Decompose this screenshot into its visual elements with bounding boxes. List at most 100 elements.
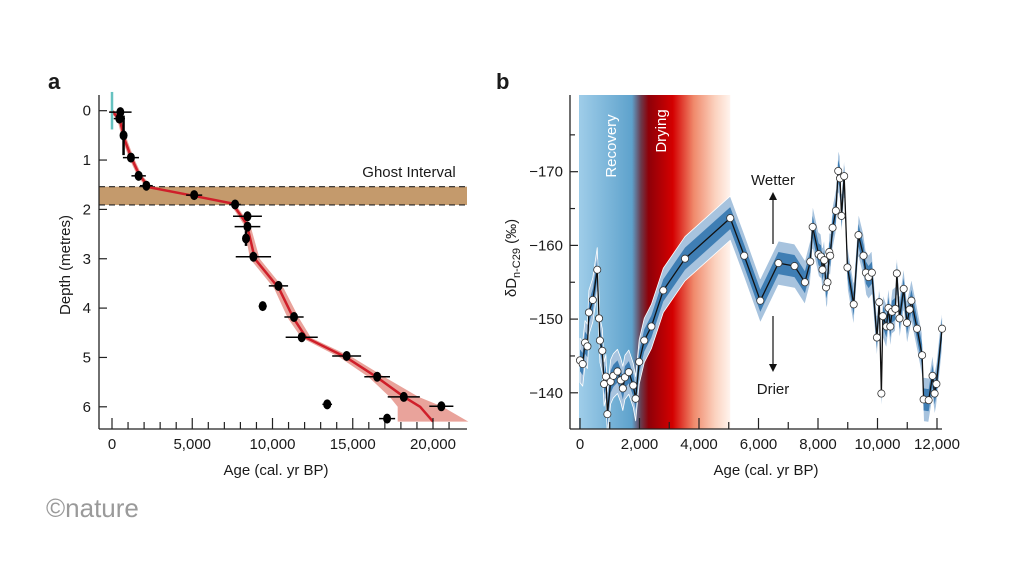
y-tick-label-b: −150 [529, 311, 563, 328]
data-point [886, 322, 895, 331]
dated-sample [242, 231, 251, 246]
data-point [938, 324, 947, 333]
data-point [808, 222, 817, 231]
dated-sample [332, 350, 362, 361]
y-tick-label-b: −170 [529, 164, 563, 181]
y-tick-label-a: 2 [83, 201, 91, 218]
data-point [726, 214, 735, 223]
dated-sample [131, 170, 146, 181]
x-tick-label-b: 6,000 [740, 436, 778, 453]
nature-logo: ©nature [46, 493, 139, 523]
x-tick-label-b: 10,000 [855, 436, 901, 453]
sample-point [243, 221, 252, 232]
sample-point [399, 391, 408, 402]
data-point [878, 312, 887, 321]
sample-point [342, 350, 351, 361]
wetter-label: Wetter [751, 172, 795, 189]
x-tick-label-b: 12,000 [914, 436, 960, 453]
x-tick-label-a: 5,000 [173, 436, 211, 453]
data-point [930, 389, 939, 398]
sample-point [323, 399, 332, 410]
panel-label-a: a [48, 69, 61, 94]
x-tick-label-b: 0 [576, 436, 584, 453]
y-tick-label-b: −160 [529, 237, 563, 254]
data-point [899, 284, 908, 293]
sample-point [383, 413, 392, 424]
y-tick-label-a: 5 [83, 349, 91, 366]
data-point [826, 251, 835, 260]
y-tick-label-a: 3 [83, 251, 91, 268]
x-tick-label-b: 4,000 [680, 436, 718, 453]
dated-sample [429, 401, 454, 412]
data-point [843, 263, 852, 272]
dated-sample [186, 190, 203, 201]
data-point [600, 379, 609, 388]
sample-point [243, 211, 252, 222]
dated-sample [235, 251, 272, 262]
data-point [877, 389, 886, 398]
y-tick-label-a: 4 [83, 300, 91, 317]
data-point [635, 357, 644, 366]
age-model-line [111, 109, 434, 423]
data-point [872, 333, 881, 342]
y-axis-label-b: δDn-C29 (‰) [503, 219, 523, 297]
data-point [834, 166, 843, 175]
dated-sample [284, 311, 304, 322]
data-point [913, 324, 922, 333]
drier-label: Drier [757, 381, 790, 398]
data-point [740, 251, 749, 260]
inner-uncertainty-band [580, 159, 943, 426]
data-point [588, 295, 597, 304]
sample-point [126, 152, 135, 163]
sample-point [231, 199, 240, 210]
sample-point [437, 401, 446, 412]
data-point [681, 254, 690, 263]
data-point [828, 223, 837, 232]
data-point [905, 305, 914, 314]
sample-point [119, 130, 128, 141]
dated-sample [379, 413, 396, 424]
x-tick-label-a: 10,000 [250, 436, 296, 453]
data-point [578, 360, 587, 369]
data-point [659, 286, 668, 295]
x-axis-label-a: Age (cal. yr BP) [223, 462, 328, 479]
data-point [932, 379, 941, 388]
data-point [603, 410, 612, 419]
phase-label-recovery: Recovery [603, 114, 620, 178]
data-point [849, 300, 858, 309]
drier-arrow [769, 316, 777, 372]
dated-sample [122, 152, 139, 163]
data-point [624, 368, 633, 377]
data-point [867, 268, 876, 277]
data-point [790, 262, 799, 271]
data-point [593, 265, 602, 274]
sample-point [134, 170, 143, 181]
y-tick-label-a: 0 [83, 103, 91, 120]
data-point [840, 172, 849, 181]
dated-sample [322, 399, 333, 410]
sample-point [190, 190, 199, 201]
sample-point [297, 332, 306, 343]
panel-b: b 0 2,000 4,000 6,000 8,000 10,000 12,000 −170 −… [496, 69, 960, 479]
sample-point [274, 280, 283, 291]
data-point [631, 394, 640, 403]
y-tick-label-a: 1 [83, 152, 91, 169]
x-tick-label-a: 20,000 [410, 436, 456, 453]
phase-label-drying: Drying [653, 109, 670, 152]
dated-sample [119, 115, 128, 156]
data-point [613, 367, 622, 376]
x-tick-label-b: 2,000 [621, 436, 659, 453]
data-point [837, 211, 846, 220]
data-point [875, 298, 884, 307]
dated-sample [285, 332, 318, 343]
data-point [618, 384, 627, 393]
x-tick-label-a: 0 [108, 436, 116, 453]
y-tick-label-a: 6 [83, 399, 91, 416]
sample-point [373, 371, 382, 382]
panel-label-b: b [496, 69, 509, 94]
data-point [820, 256, 829, 265]
data-point [595, 336, 604, 345]
data-point [774, 259, 783, 268]
y-axis-label-a: Depth (metres) [57, 215, 74, 315]
